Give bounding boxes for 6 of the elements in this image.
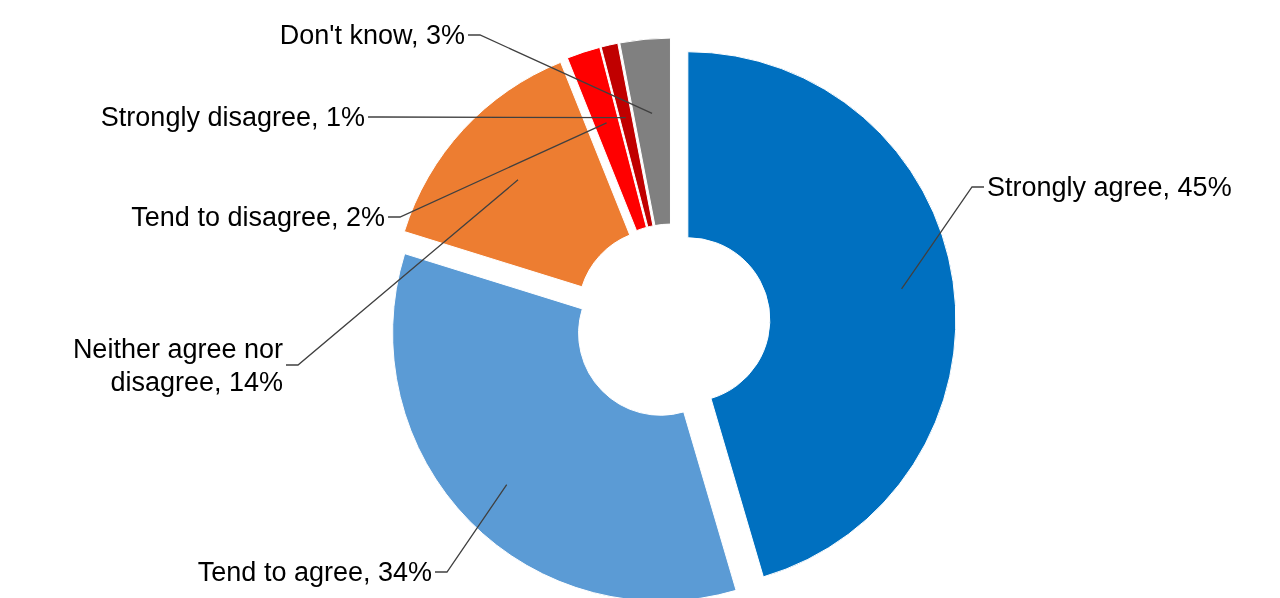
slice-label: Strongly disagree, 1% — [100, 102, 365, 132]
slice-label: Tend to agree, 34% — [197, 557, 432, 587]
slice-label: Strongly agree, 45% — [987, 172, 1232, 202]
slice-label: Tend to disagree, 2% — [131, 202, 385, 232]
slice-label: Neither agree nor disagree, 14% — [72, 334, 283, 397]
slice-label: Don't know, 3% — [279, 20, 465, 50]
